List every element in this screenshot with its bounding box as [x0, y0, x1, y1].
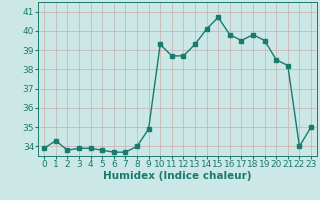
X-axis label: Humidex (Indice chaleur): Humidex (Indice chaleur) — [103, 171, 252, 181]
